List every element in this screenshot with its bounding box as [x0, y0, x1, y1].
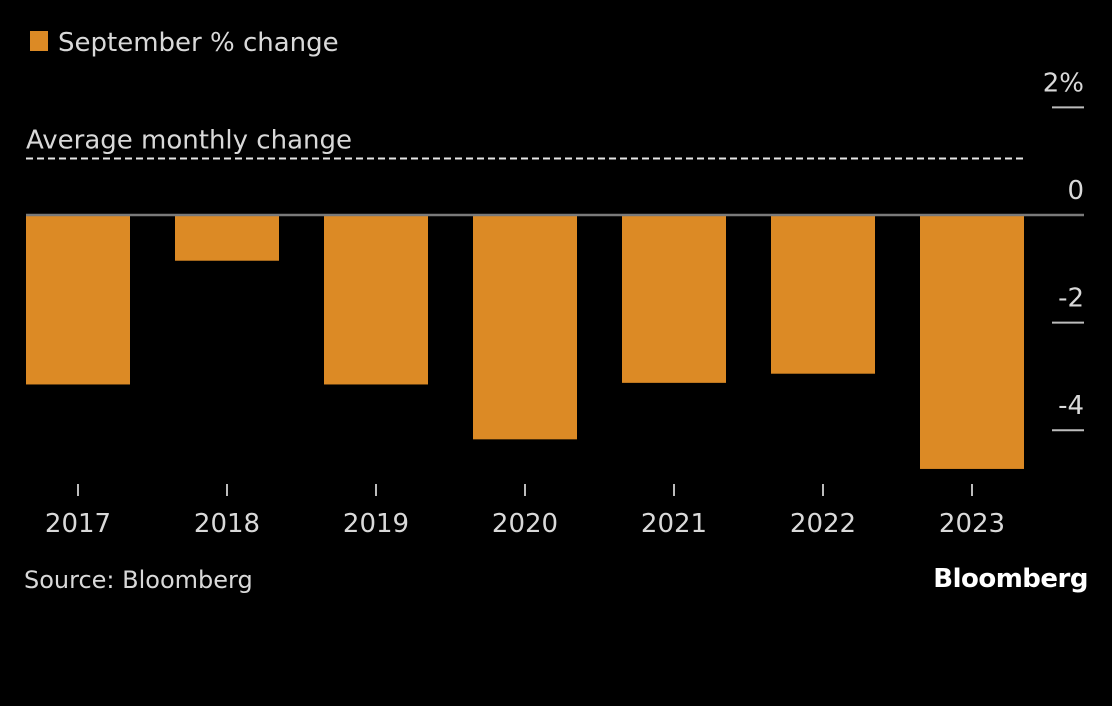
bar-2018	[175, 215, 279, 261]
average-line-group: Average monthly change	[26, 126, 1024, 160]
x-tick-label: 2021	[641, 509, 707, 539]
bar-2019	[324, 215, 428, 385]
legend: September % change	[30, 28, 339, 58]
y-tick-label: -4	[1058, 391, 1084, 421]
y-tick-label: 0	[1067, 176, 1084, 206]
source-note: Source: Bloomberg	[24, 566, 253, 594]
x-tick-label: 2022	[790, 509, 856, 539]
x-tick-label: 2020	[492, 509, 558, 539]
x-tick-label: 2017	[45, 509, 111, 539]
average-line-label: Average monthly change	[26, 126, 352, 156]
bar-2022	[771, 215, 875, 374]
bar-2020	[473, 215, 577, 440]
x-tick-label: 2023	[939, 509, 1005, 539]
bar-2021	[622, 215, 726, 383]
y-tick-label: -2	[1058, 284, 1084, 314]
y-axis: 2% 0 -2 -4	[1043, 68, 1084, 432]
bloomberg-logo: Bloomberg	[933, 564, 1088, 594]
x-tick-label: 2018	[194, 509, 260, 539]
y-tick-label: 2%	[1043, 68, 1084, 98]
bar-2023	[920, 215, 1024, 469]
bar-2017	[26, 215, 130, 385]
bars	[26, 215, 1024, 469]
x-axis: 2017 2018 2019 2020 2021 2022 2023	[45, 484, 1005, 539]
legend-label: September % change	[58, 28, 339, 58]
legend-swatch	[30, 31, 48, 51]
x-tick-label: 2019	[343, 509, 409, 539]
